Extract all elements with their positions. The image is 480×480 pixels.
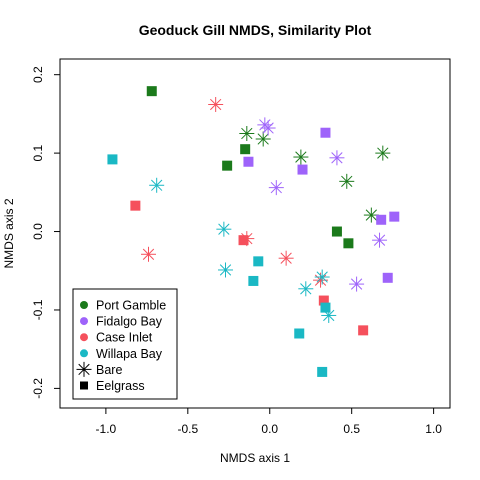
point-port-gamble-eelgrass xyxy=(146,86,157,97)
point-case-inlet-eelgrass xyxy=(238,235,249,246)
point-willapa-bay-eelgrass xyxy=(253,256,264,267)
y-tick-label: 0.0 xyxy=(31,223,45,240)
point-case-inlet-eelgrass xyxy=(358,325,369,336)
legend-marker-fidalgo-bay xyxy=(80,317,88,326)
point-willapa-bay-bare xyxy=(321,307,337,323)
point-fidalgo-bay-eelgrass xyxy=(243,156,254,167)
y-tick-label: -0.1 xyxy=(31,299,45,320)
y-tick-label: 0.2 xyxy=(31,66,45,83)
point-port-gamble-eelgrass xyxy=(343,238,354,249)
x-axis-title: NMDS axis 1 xyxy=(220,451,290,465)
point-port-gamble-bare xyxy=(239,126,255,142)
point-willapa-bay-bare xyxy=(314,269,330,285)
point-willapa-bay-bare xyxy=(298,281,314,297)
point-fidalgo-bay-eelgrass xyxy=(297,164,308,175)
x-tick-label: 0.0 xyxy=(261,422,278,436)
point-willapa-bay-eelgrass xyxy=(317,366,328,377)
point-fidalgo-bay-eelgrass xyxy=(382,272,393,283)
point-willapa-bay-bare xyxy=(149,177,165,193)
point-fidalgo-bay-eelgrass xyxy=(376,214,387,225)
point-willapa-bay-bare xyxy=(218,262,234,278)
point-port-gamble-bare xyxy=(255,131,271,147)
point-port-gamble-eelgrass xyxy=(331,226,342,237)
data-points xyxy=(107,86,400,377)
legend-box xyxy=(72,288,178,400)
point-willapa-bay-eelgrass xyxy=(107,154,118,165)
y-axis: -0.2 -0.1 0.0 0.1 0.2 xyxy=(31,66,60,399)
point-willapa-bay-eelgrass xyxy=(320,302,331,313)
point-case-inlet-bare xyxy=(239,231,255,247)
point-fidalgo-bay-eelgrass xyxy=(320,127,331,138)
point-port-gamble-bare xyxy=(375,145,391,161)
x-tick-label: 0.5 xyxy=(343,422,360,436)
point-port-gamble-bare xyxy=(339,173,355,189)
point-port-gamble-bare xyxy=(293,149,309,165)
point-port-gamble-eelgrass xyxy=(240,144,251,155)
point-fidalgo-bay-bare xyxy=(372,232,388,248)
y-tick-label: 0.1 xyxy=(31,144,45,161)
point-case-inlet-eelgrass xyxy=(130,200,141,211)
legend-label-bare: Bare xyxy=(96,363,122,377)
x-tick-label: -0.5 xyxy=(177,422,198,436)
point-case-inlet-bare xyxy=(140,246,156,262)
legend-label-case-inlet: Case Inlet xyxy=(96,331,153,345)
point-case-inlet-bare xyxy=(208,96,224,112)
x-tick-label: 1.0 xyxy=(425,422,442,436)
point-port-gamble-bare xyxy=(363,207,379,223)
legend: Port Gamble Fidalgo Bay Case Inlet Willapa … xyxy=(72,288,178,400)
y-axis-title: NMDS axis 2 xyxy=(2,198,16,268)
legend-marker-case-inlet xyxy=(80,333,88,342)
chart-title: Geoduck Gill NMDS, Similarity Plot xyxy=(139,22,372,38)
point-willapa-bay-bare xyxy=(216,221,232,237)
point-case-inlet-bare xyxy=(278,250,294,266)
point-fidalgo-bay-bare xyxy=(268,180,284,196)
legend-marker-eelgrass xyxy=(80,381,88,390)
legend-marker-port-gamble xyxy=(80,301,88,309)
plot-area-frame xyxy=(59,58,451,409)
point-case-inlet-eelgrass xyxy=(318,295,329,306)
point-fidalgo-bay-bare xyxy=(329,150,345,166)
legend-label-willapa-bay: Willapa Bay xyxy=(96,347,163,361)
legend-marker-bare xyxy=(76,361,92,377)
legend-marker-willapa-bay xyxy=(80,349,88,358)
x-axis: -1.0 -0.5 0.0 0.5 1.0 xyxy=(96,408,442,436)
legend-label-port-gamble: Port Gamble xyxy=(96,299,166,313)
point-willapa-bay-eelgrass xyxy=(294,328,305,339)
point-port-gamble-eelgrass xyxy=(222,160,233,171)
y-tick-label: -0.2 xyxy=(31,378,45,399)
point-fidalgo-bay-bare xyxy=(349,276,365,292)
x-tick-label: -1.0 xyxy=(96,422,117,436)
point-fidalgo-bay-eelgrass xyxy=(389,211,400,222)
point-fidalgo-bay-bare xyxy=(260,120,276,136)
point-willapa-bay-eelgrass xyxy=(248,275,259,286)
legend-label-eelgrass: Eelgrass xyxy=(96,379,145,393)
legend-label-fidalgo-bay: Fidalgo Bay xyxy=(96,315,163,329)
